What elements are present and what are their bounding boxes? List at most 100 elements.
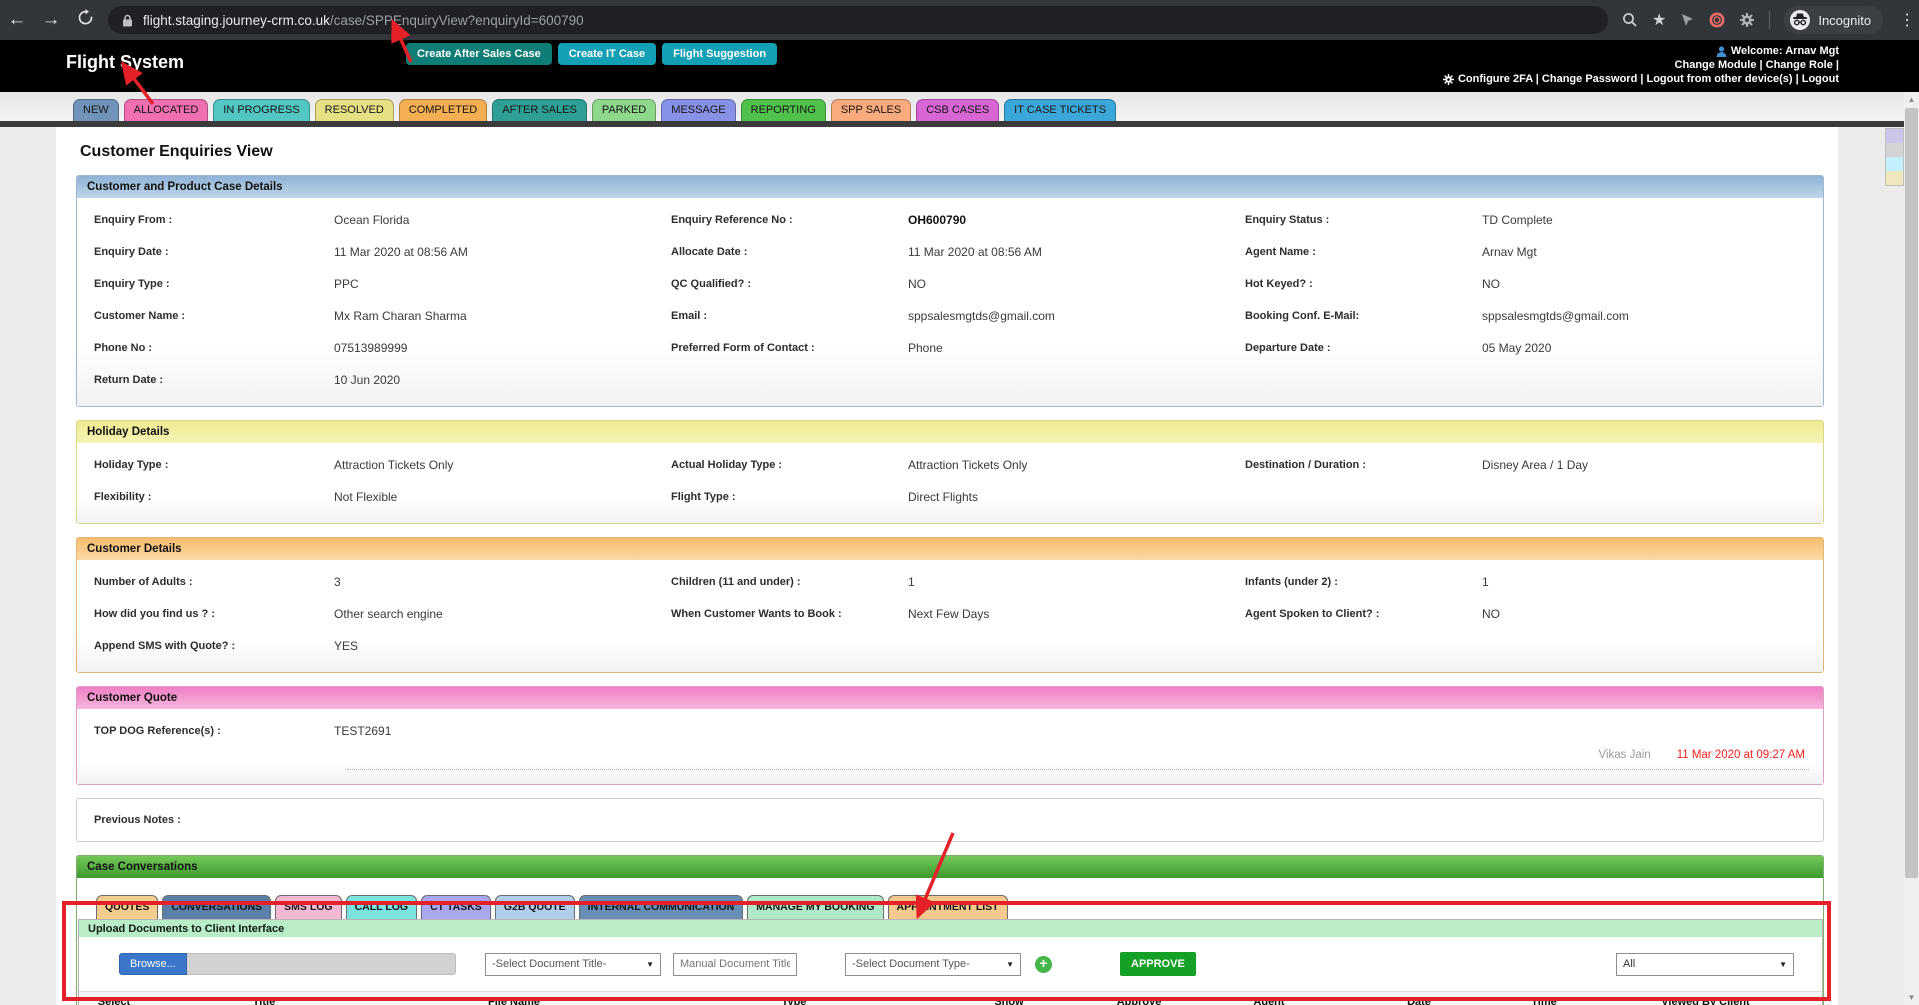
tab-new[interactable]: NEW	[73, 99, 119, 121]
tab-ct-tasks[interactable]: CT TASKS	[421, 895, 491, 919]
field-label: Append SMS with Quote? :	[94, 640, 236, 652]
bookmark-star-icon[interactable]: ★	[1652, 12, 1667, 29]
add-document-icon[interactable]: +	[1035, 955, 1052, 973]
scrollbar-thumb[interactable]	[1905, 108, 1918, 878]
tab-allocated[interactable]: ALLOCATED	[123, 99, 209, 121]
document-title-select[interactable]: -Select Document Title- ▼	[485, 952, 661, 976]
tab-conversations[interactable]: CONVERSATIONS	[162, 895, 272, 919]
zoom-icon[interactable]	[1622, 12, 1638, 28]
document-type-select[interactable]: -Select Document Type- ▼	[845, 952, 1021, 976]
field-value: NO	[1482, 277, 1500, 291]
tab-resolved[interactable]: RESOLVED	[314, 99, 394, 121]
field-label: Customer Name :	[94, 310, 186, 322]
conversation-tab-bar: QUOTES CONVERSATIONS SMS LOG CALL LOG CT…	[96, 895, 1823, 919]
field-label: Enquiry Reference No :	[671, 214, 793, 226]
page-scrollbar[interactable]: ▲ ▼	[1904, 92, 1919, 1005]
upload-documents-panel: Upload Documents to Client Interface Bro…	[78, 919, 1823, 1005]
tab-in-progress[interactable]: IN PROGRESS	[213, 99, 310, 121]
tab-spp-sales[interactable]: SPP SALES	[830, 99, 912, 121]
topdog-reference-value: TEST2691	[334, 724, 392, 738]
field-row: Flexibility : Not Flexible Flight Type :…	[77, 481, 1823, 513]
swatch-gray[interactable]	[1886, 143, 1903, 157]
field-label: Actual Holiday Type :	[671, 459, 783, 471]
tab-sms-log[interactable]: SMS LOG	[275, 895, 342, 919]
swatch-cyan[interactable]	[1886, 157, 1903, 171]
create-it-case-button[interactable]: Create IT Case	[557, 43, 657, 65]
field-label: Allocate Date :	[671, 246, 748, 258]
tab-g2b-quote[interactable]: G2B QUOTE	[494, 895, 575, 919]
column-header-file-name: File Name	[488, 996, 540, 1005]
status-tab-bar: NEW ALLOCATED IN PROGRESS RESOLVED COMPL…	[0, 92, 1919, 127]
field-label: Holiday Type :	[94, 459, 169, 471]
tab-parked[interactable]: PARKED	[591, 99, 657, 121]
field-row: How did you find us ? : Other search eng…	[77, 598, 1823, 630]
tab-completed[interactable]: COMPLETED	[398, 99, 488, 121]
field-row: Enquiry From : Ocean Florida Enquiry Ref…	[77, 204, 1823, 236]
manual-document-title-input[interactable]	[673, 952, 797, 976]
column-header-title: Title	[252, 996, 276, 1005]
field-label: TOP DOG Reference(s) :	[94, 725, 221, 737]
scroll-up-icon[interactable]: ▲	[1907, 95, 1916, 104]
forward-icon[interactable]: →	[41, 9, 61, 30]
tab-appointment-list[interactable]: APPOINTMENT LIST	[887, 895, 1008, 919]
extension-bookmark-icon[interactable]	[1680, 13, 1695, 28]
swatch-lavender[interactable]	[1886, 129, 1903, 143]
tab-quotes[interactable]: QUOTES	[96, 895, 159, 919]
section-case-conversations: Case Conversations QUOTES CONVERSATIONS …	[76, 855, 1824, 1005]
main-content: Customer Enquiries View Customer and Pro…	[56, 127, 1838, 1005]
field-label: Preferred Form of Contact :	[671, 342, 815, 354]
tab-after-sales[interactable]: AFTER SALES	[492, 99, 587, 121]
field-value: 1	[1482, 575, 1489, 589]
document-type-select-value: -Select Document Type-	[852, 958, 970, 970]
section-header-holiday: Holiday Details	[77, 421, 1823, 443]
incognito-badge: Incognito	[1784, 6, 1884, 34]
browse-button[interactable]: Browse...	[119, 953, 187, 975]
column-header-type: Type	[781, 996, 807, 1005]
tab-message[interactable]: MESSAGE	[661, 99, 736, 121]
column-header-show: Show	[994, 996, 1024, 1005]
tab-manage-my-booking[interactable]: MANAGE MY BOOKING	[747, 895, 884, 919]
chevron-down-icon: ▼	[1779, 959, 1787, 969]
page-title: Customer Enquiries View	[80, 143, 273, 160]
column-header-select: Select	[97, 996, 131, 1005]
welcome-text: Welcome: Arnav Mgt	[1730, 45, 1839, 57]
reload-icon[interactable]	[68, 8, 102, 32]
back-icon[interactable]: ←	[7, 9, 27, 30]
swatch-cream[interactable]	[1886, 171, 1903, 185]
create-after-sales-case-button[interactable]: Create After Sales Case	[406, 43, 552, 65]
account-links[interactable]: Configure 2FA | Change Password | Logout…	[1457, 73, 1839, 85]
section-customer-details: Customer Details Number of Adults : 3 Ch…	[76, 537, 1824, 673]
filter-all-select-value: All	[1623, 958, 1636, 970]
field-label: Hot Keyed? :	[1245, 278, 1313, 290]
extension-swirl-icon[interactable]	[1709, 12, 1725, 28]
field-value: sppsalesmgtds@gmail.com	[1482, 309, 1629, 323]
browser-menu-icon[interactable]: ⋮	[1899, 12, 1916, 29]
field-label: Enquiry Date :	[94, 246, 169, 258]
tab-csb-cases[interactable]: CSB CASES	[916, 99, 1000, 121]
flight-suggestion-button[interactable]: Flight Suggestion	[662, 43, 778, 65]
tab-underline-bar	[0, 121, 1919, 127]
column-header-agent: Agent	[1253, 996, 1285, 1005]
scroll-down-icon[interactable]: ▼	[1907, 993, 1916, 1002]
column-header-time: Time	[1531, 996, 1557, 1005]
tab-call-log[interactable]: CALL LOG	[345, 895, 418, 919]
feedback-swatch-stack[interactable]	[1885, 128, 1904, 186]
url-path: /case/SPPEnquiryView?enquiryId=600790	[329, 12, 584, 28]
field-value: Next Few Days	[908, 607, 990, 621]
field-label: Email :	[671, 310, 708, 322]
field-row: Enquiry Date : 11 Mar 2020 at 08:56 AM A…	[77, 236, 1823, 268]
tab-internal-communication[interactable]: INTERNAL COMMUNICATION	[578, 895, 744, 919]
filter-all-select[interactable]: All ▼	[1616, 952, 1794, 976]
module-role-links[interactable]: Change Module | Change Role |	[1674, 59, 1839, 71]
field-label: Booking Conf. E-Mail:	[1245, 310, 1360, 322]
browser-toolbar: ← → flight.staging.journey-crm.co.uk/cas…	[0, 0, 1919, 40]
extension-gear-icon[interactable]	[1739, 12, 1755, 28]
approve-button[interactable]: APPROVE	[1120, 952, 1196, 976]
quote-timestamp: 11 Mar 2020 at 09:27 AM	[1676, 749, 1805, 761]
field-value: Disney Area / 1 Day	[1482, 458, 1589, 472]
tab-it-case-tickets[interactable]: IT CASE TICKETS	[1004, 99, 1117, 121]
incognito-icon	[1790, 10, 1811, 30]
field-value: Arnav Mgt	[1482, 245, 1537, 259]
tab-reporting[interactable]: REPORTING	[740, 99, 826, 121]
url-bar[interactable]: flight.staging.journey-crm.co.uk/case/SP…	[108, 6, 1608, 34]
